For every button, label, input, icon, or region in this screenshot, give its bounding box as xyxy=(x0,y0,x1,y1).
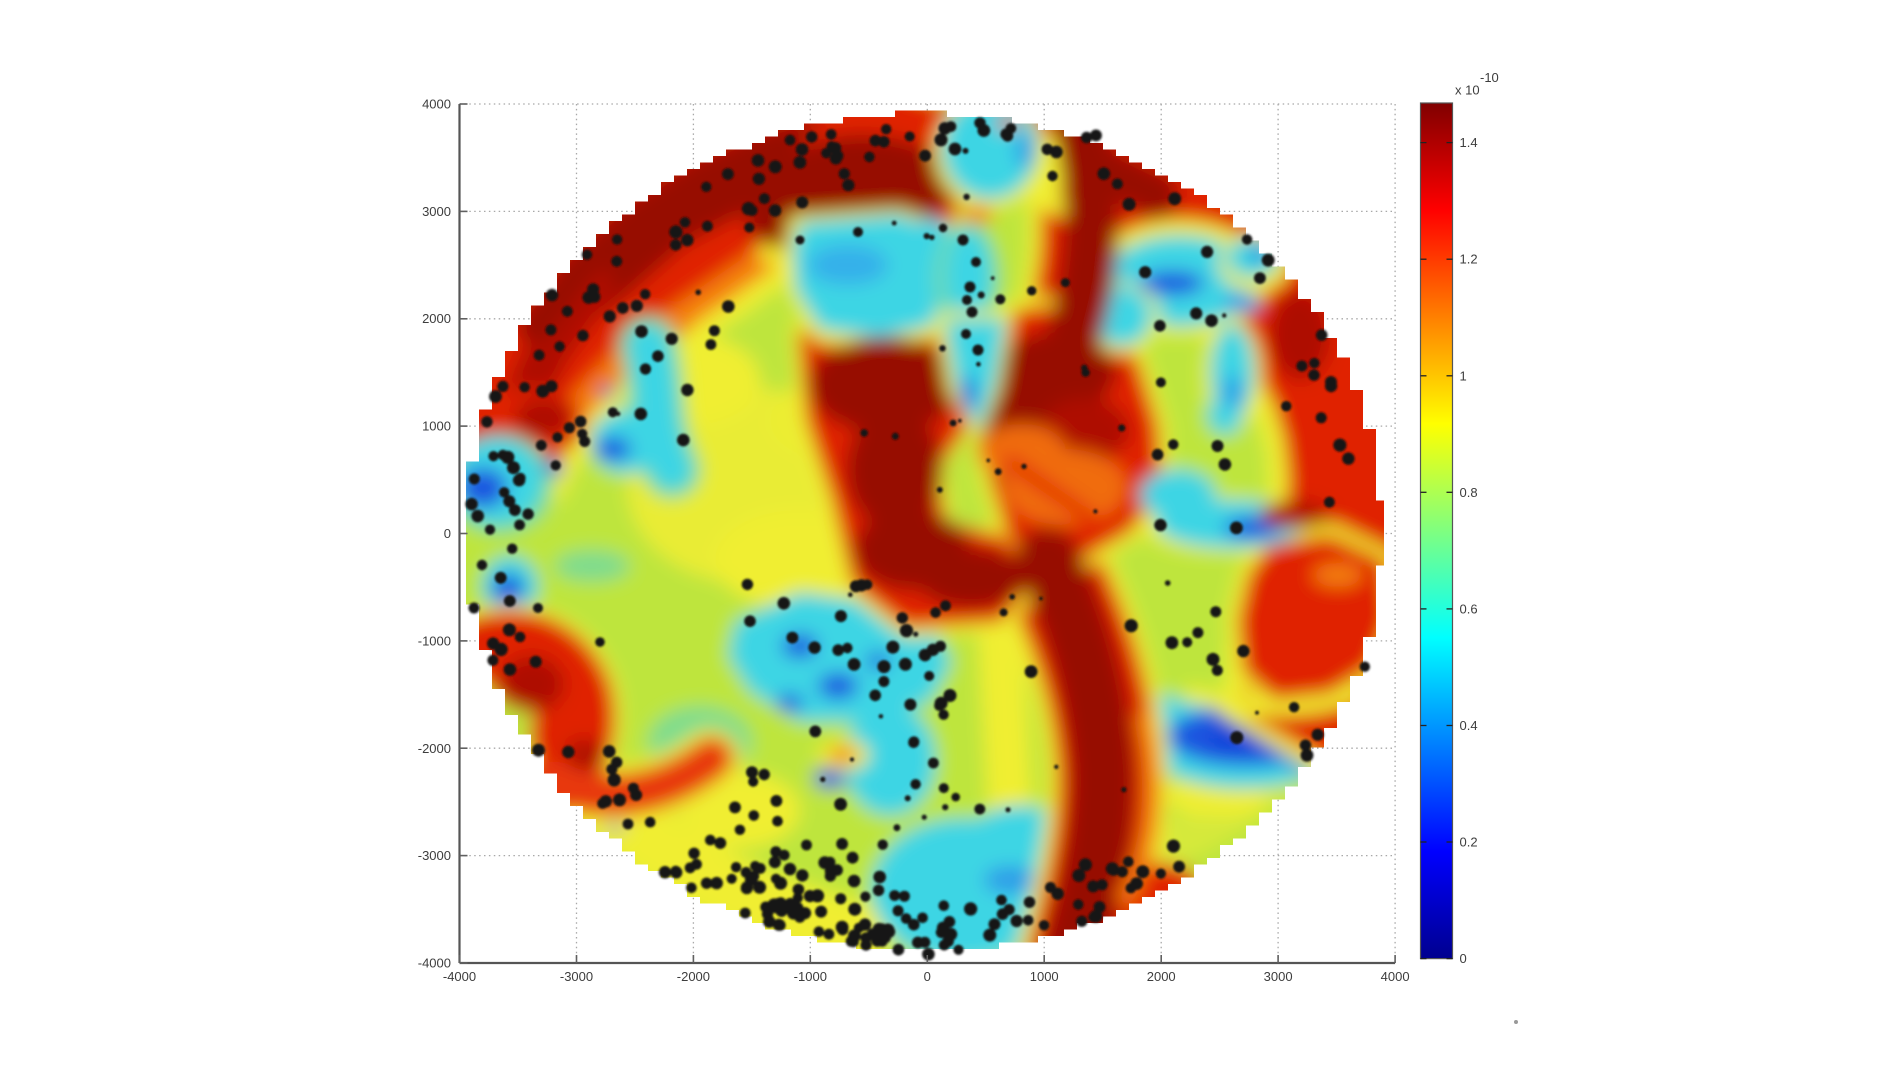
svg-text:1.2: 1.2 xyxy=(1460,252,1478,267)
svg-text:0: 0 xyxy=(924,969,931,984)
svg-text:1: 1 xyxy=(1460,368,1467,383)
svg-text:0.2: 0.2 xyxy=(1460,835,1478,850)
svg-text:-1000: -1000 xyxy=(418,633,451,648)
svg-text:-2000: -2000 xyxy=(677,969,710,984)
svg-text:0.8: 0.8 xyxy=(1460,485,1478,500)
svg-text:3000: 3000 xyxy=(1264,969,1293,984)
svg-text:1000: 1000 xyxy=(1030,969,1059,984)
svg-text:0.4: 0.4 xyxy=(1460,718,1478,733)
svg-text:-10: -10 xyxy=(1480,70,1499,85)
svg-text:-3000: -3000 xyxy=(560,969,593,984)
svg-text:-4000: -4000 xyxy=(443,969,476,984)
svg-text:x 10: x 10 xyxy=(1455,83,1480,98)
svg-text:4000: 4000 xyxy=(422,97,451,112)
svg-text:-2000: -2000 xyxy=(418,741,451,756)
svg-text:2000: 2000 xyxy=(422,311,451,326)
svg-text:1000: 1000 xyxy=(422,419,451,434)
svg-text:2000: 2000 xyxy=(1147,969,1176,984)
svg-text:-1000: -1000 xyxy=(794,969,827,984)
svg-text:0: 0 xyxy=(444,526,451,541)
svg-text:4000: 4000 xyxy=(1381,969,1410,984)
svg-text:3000: 3000 xyxy=(422,204,451,219)
svg-text:0: 0 xyxy=(1460,951,1467,966)
svg-text:-3000: -3000 xyxy=(418,848,451,863)
svg-text:-4000: -4000 xyxy=(418,956,451,971)
svg-text:0.6: 0.6 xyxy=(1460,601,1478,616)
svg-text:1.4: 1.4 xyxy=(1460,135,1478,150)
